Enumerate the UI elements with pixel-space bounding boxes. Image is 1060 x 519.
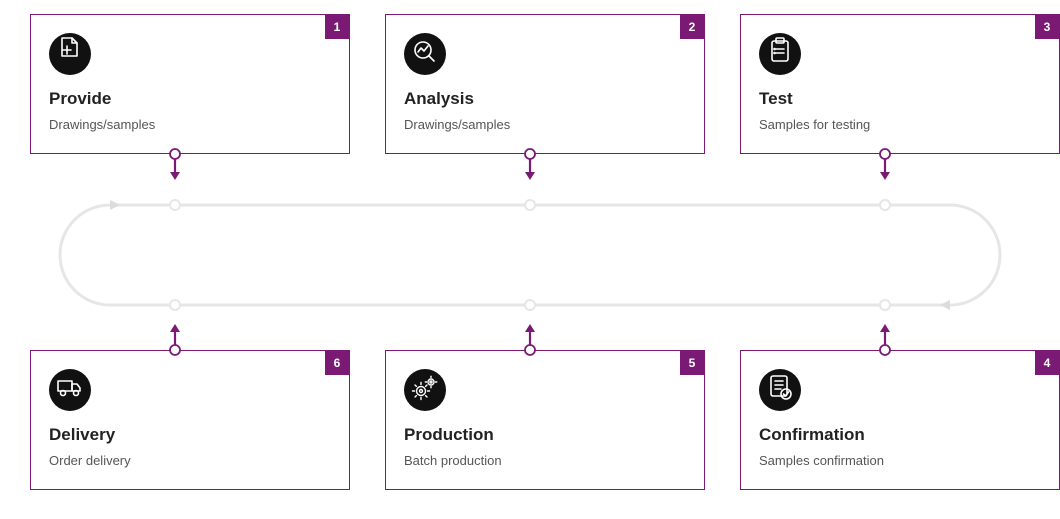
step-subtitle: Batch production <box>404 453 686 468</box>
step-number-badge: 4 <box>1035 351 1059 375</box>
step-card-1: 1 Provide Drawings/samples <box>30 14 350 154</box>
document-plus-icon <box>49 33 91 75</box>
step-card-2: 2 Analysis Drawings/samples <box>385 14 705 154</box>
step-subtitle: Order delivery <box>49 453 331 468</box>
step-number-badge: 3 <box>1035 15 1059 39</box>
step-title: Analysis <box>404 89 686 109</box>
gears-icon <box>404 369 446 411</box>
step-number-badge: 5 <box>680 351 704 375</box>
step-subtitle: Drawings/samples <box>49 117 331 132</box>
step-card-4: 4 Confirmation Samples confirmation <box>740 350 1060 490</box>
process-diagram: 1 Provide Drawings/samples 2 Analysis Draw… <box>0 0 1060 519</box>
analysis-icon <box>404 33 446 75</box>
step-subtitle: Samples for testing <box>759 117 1041 132</box>
step-title: Confirmation <box>759 425 1041 445</box>
step-title: Production <box>404 425 686 445</box>
step-card-5: 5 Production Batch production <box>385 350 705 490</box>
step-card-3: 3 Test Samples for testing <box>740 14 1060 154</box>
step-number-badge: 2 <box>680 15 704 39</box>
doc-check-icon <box>759 369 801 411</box>
step-title: Provide <box>49 89 331 109</box>
step-subtitle: Samples confirmation <box>759 453 1041 468</box>
step-number-badge: 1 <box>325 15 349 39</box>
truck-icon <box>49 369 91 411</box>
step-title: Test <box>759 89 1041 109</box>
step-card-6: 6 Delivery Order delivery <box>30 350 350 490</box>
step-title: Delivery <box>49 425 331 445</box>
clipboard-icon <box>759 33 801 75</box>
step-subtitle: Drawings/samples <box>404 117 686 132</box>
step-number-badge: 6 <box>325 351 349 375</box>
